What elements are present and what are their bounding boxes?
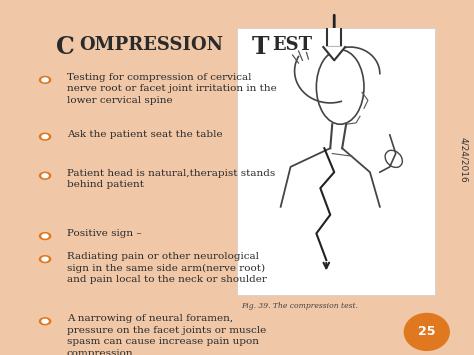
Text: A narrowing of neural foramen,
pressure on the facet joints or muscle
spasm can : A narrowing of neural foramen, pressure … — [67, 314, 266, 355]
Text: C: C — [56, 36, 74, 60]
Text: Patient head is natural,therapist stands
behind patient: Patient head is natural,therapist stands… — [67, 169, 275, 189]
Ellipse shape — [42, 320, 48, 323]
Text: T: T — [252, 36, 270, 60]
Text: OMPRESSION: OMPRESSION — [80, 36, 224, 54]
Ellipse shape — [39, 318, 51, 325]
Ellipse shape — [42, 234, 48, 238]
Ellipse shape — [42, 78, 48, 82]
Ellipse shape — [42, 257, 48, 261]
Ellipse shape — [42, 135, 48, 138]
Text: Fig. 39. The compression test.: Fig. 39. The compression test. — [241, 302, 358, 310]
Text: Testing for compression of cervical
nerve root or facet joint irritation in the
: Testing for compression of cervical nerv… — [67, 73, 276, 105]
Text: 25: 25 — [418, 326, 436, 338]
Ellipse shape — [39, 256, 51, 263]
Ellipse shape — [42, 174, 48, 178]
FancyBboxPatch shape — [327, 18, 341, 47]
Text: 4/24/2016: 4/24/2016 — [459, 137, 468, 182]
Text: Ask the patient seat the table: Ask the patient seat the table — [67, 130, 222, 138]
Circle shape — [404, 313, 449, 350]
Ellipse shape — [39, 172, 51, 179]
Text: EST: EST — [273, 36, 312, 54]
Text: Positive sign –: Positive sign – — [67, 229, 141, 238]
Text: Radiating pain or other neurological
sign in the same side arm(nerve root)
and p: Radiating pain or other neurological sig… — [67, 252, 266, 284]
Ellipse shape — [39, 76, 51, 83]
Ellipse shape — [39, 233, 51, 240]
Ellipse shape — [39, 133, 51, 140]
FancyBboxPatch shape — [237, 28, 436, 295]
Polygon shape — [323, 47, 345, 60]
